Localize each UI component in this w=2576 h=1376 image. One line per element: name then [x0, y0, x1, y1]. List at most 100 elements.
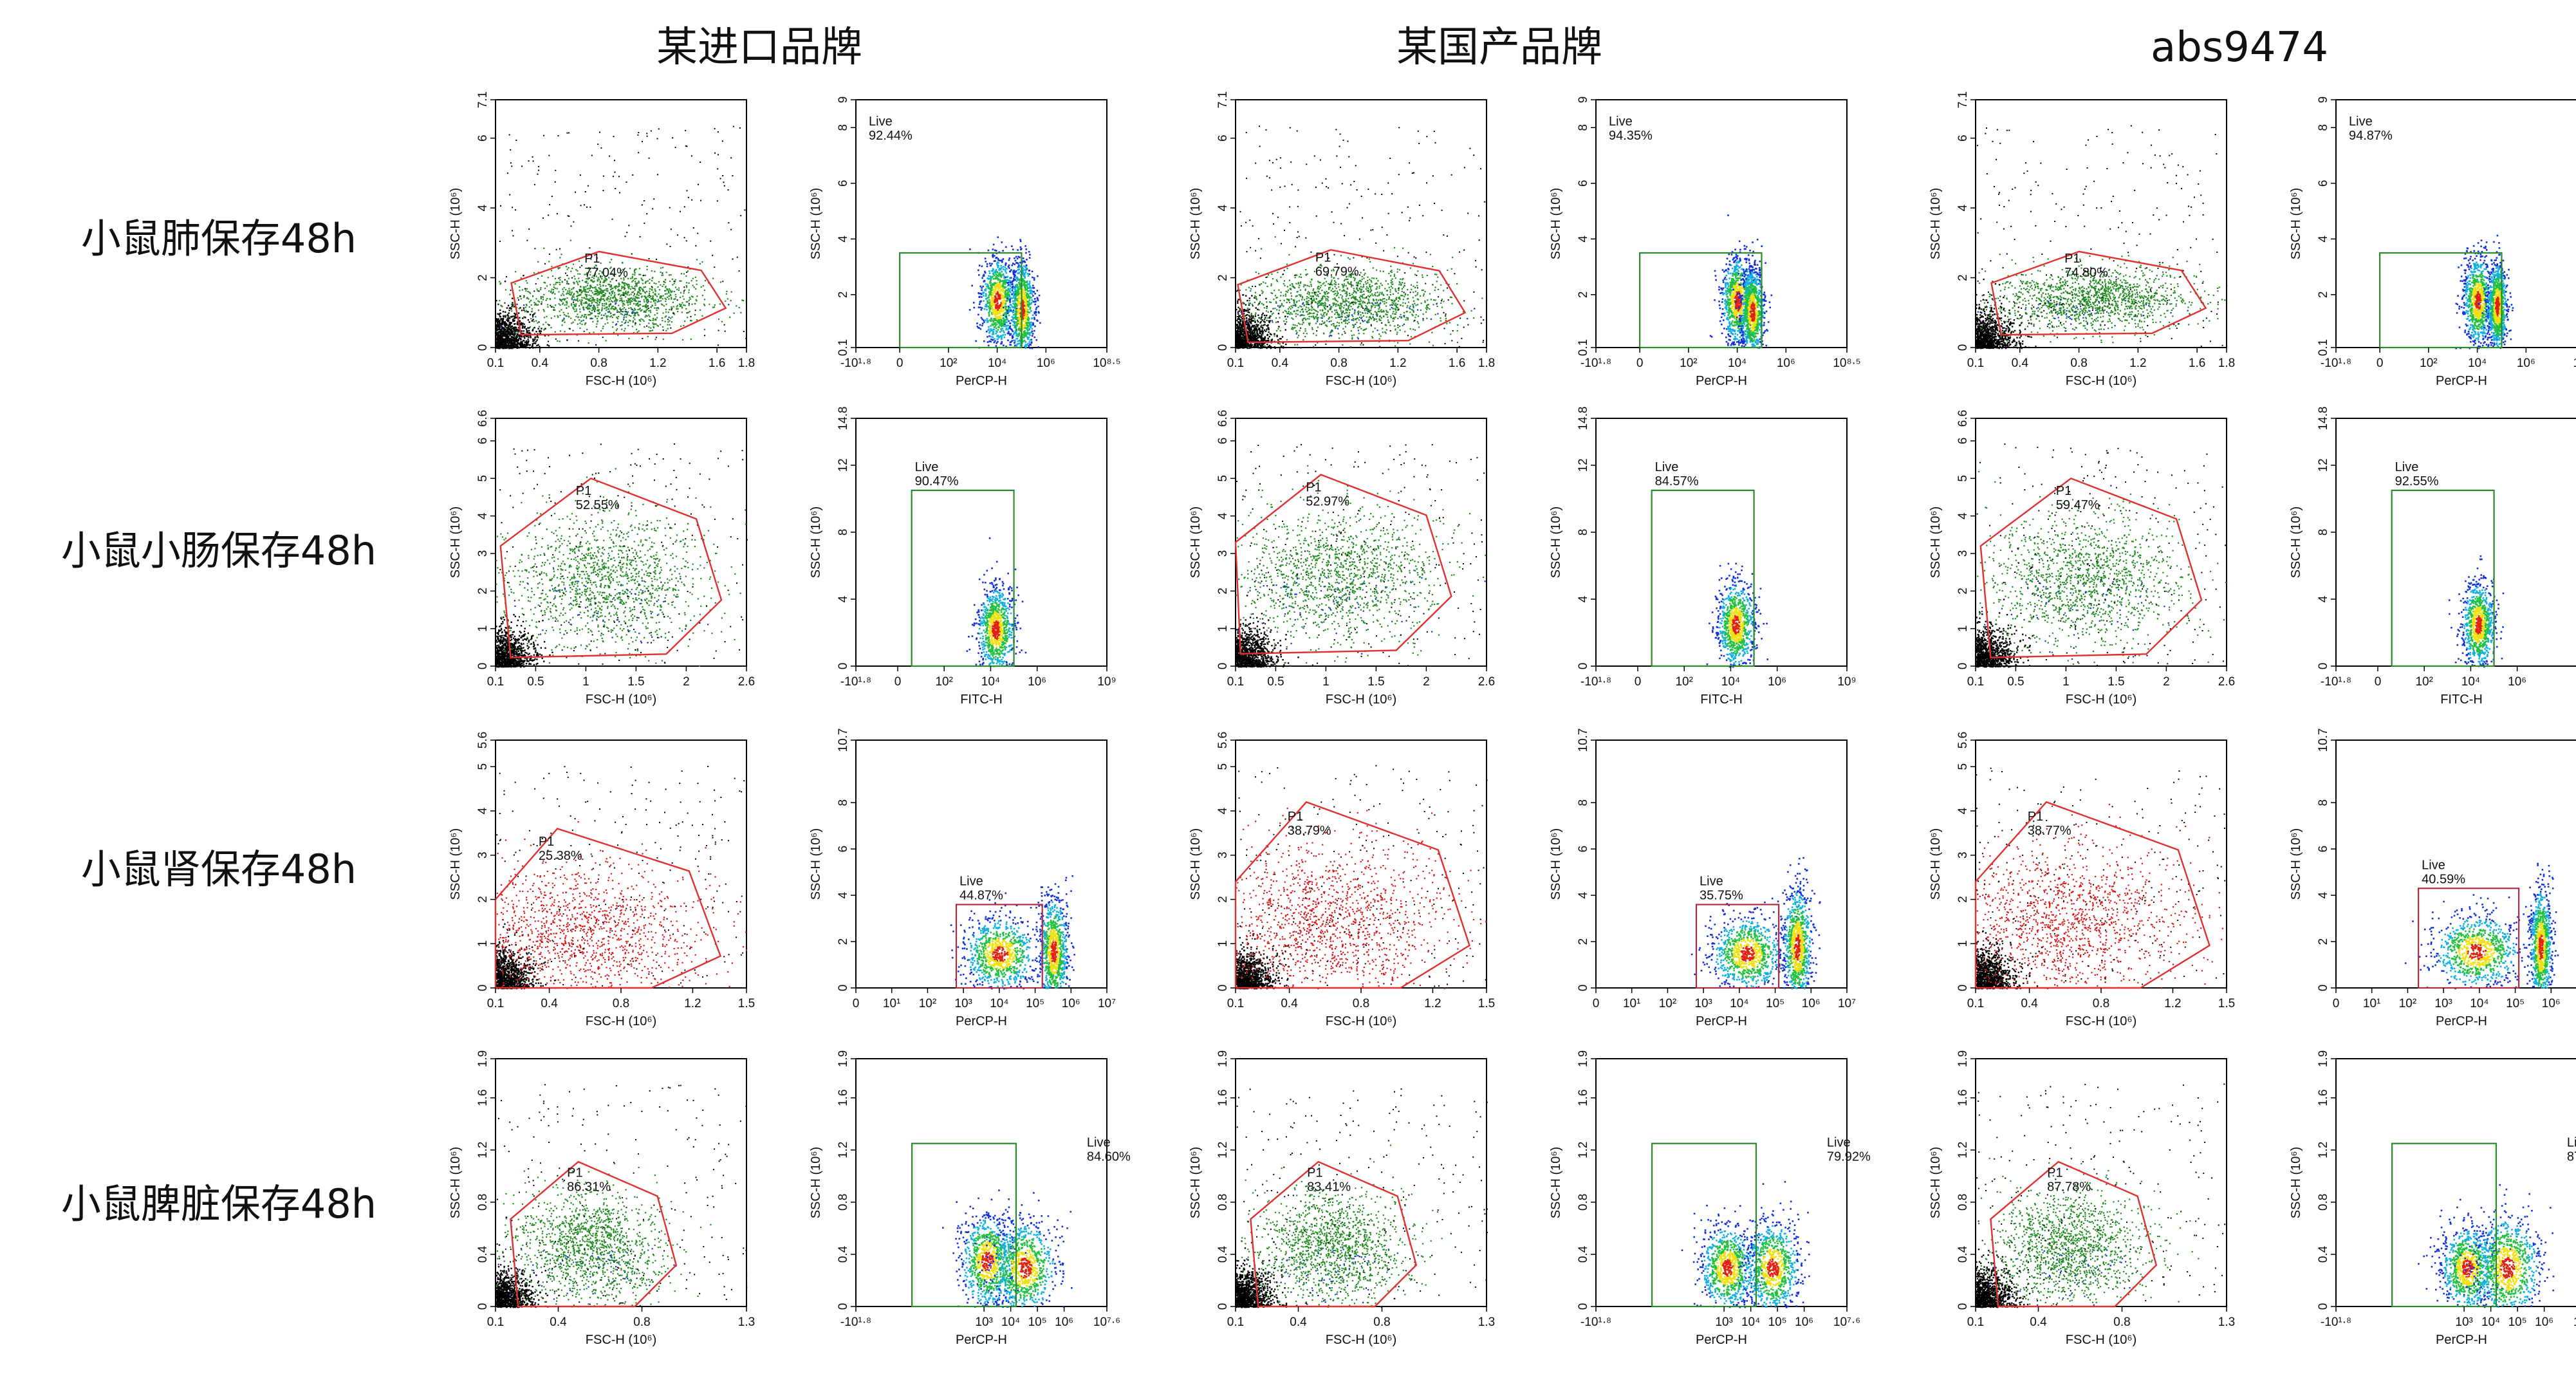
- density-point: [1010, 308, 1012, 311]
- cell-point: [639, 301, 641, 302]
- cell-point: [631, 309, 633, 311]
- cell-point: [577, 292, 579, 294]
- debris-point: [500, 337, 503, 339]
- cell-point: [664, 297, 666, 299]
- cell-point: [639, 308, 641, 310]
- debris-point: [1241, 325, 1243, 328]
- debris-point: [496, 319, 497, 321]
- cell-point: [684, 320, 686, 322]
- debris-point: [1262, 332, 1264, 335]
- debris-point: [530, 333, 532, 335]
- cell-point: [660, 297, 662, 299]
- debris-point: [534, 346, 537, 349]
- density-point: [1024, 299, 1026, 301]
- density-point: [1002, 268, 1005, 270]
- cell-point: [563, 313, 566, 316]
- density-point: [1017, 269, 1019, 271]
- density-point: [996, 300, 999, 302]
- cell-point: [615, 308, 617, 310]
- density-point: [1001, 301, 1003, 303]
- outlier-point: [538, 165, 540, 167]
- cell-point: [595, 275, 598, 277]
- cell-point: [727, 298, 728, 300]
- debris-point: [1263, 337, 1265, 340]
- density-point: [1023, 324, 1025, 326]
- cell-point: [599, 288, 601, 290]
- density-point: [988, 307, 990, 310]
- cell-point: [651, 280, 653, 282]
- y-tick-label: 6: [476, 135, 490, 142]
- density-point: [999, 259, 1001, 262]
- density-point: [978, 306, 980, 308]
- debris-point: [1238, 318, 1240, 320]
- density-point: [995, 273, 997, 275]
- debris-point: [514, 331, 515, 333]
- debris-point: [505, 344, 506, 346]
- cell-point: [633, 270, 636, 272]
- debris-point: [497, 318, 500, 320]
- density-point: [988, 313, 990, 315]
- density-point: [994, 249, 996, 252]
- cell-point: [601, 272, 604, 274]
- debris-point: [496, 344, 499, 346]
- density-point: [1021, 308, 1024, 310]
- density-point: [1002, 313, 1005, 315]
- debris-point: [1259, 337, 1261, 339]
- cell-point: [641, 309, 643, 311]
- cell-point: [680, 280, 682, 282]
- cell-point: [591, 310, 593, 311]
- cell-point: [644, 316, 646, 318]
- cell-point: [587, 299, 589, 301]
- cell-point: [657, 325, 660, 327]
- cell-point: [606, 317, 608, 319]
- outlier-point: [638, 152, 640, 154]
- density-point: [980, 300, 982, 302]
- debris-point: [523, 340, 524, 342]
- cell-point: [688, 289, 690, 291]
- density-point: [1025, 331, 1028, 334]
- density-point: [1014, 297, 1015, 299]
- density-point: [994, 340, 996, 342]
- debris-point: [1268, 328, 1270, 331]
- debris-point: [505, 316, 506, 318]
- debris-point: [516, 347, 518, 349]
- cell-point: [593, 301, 595, 302]
- debris-point: [509, 332, 512, 335]
- cell-point: [607, 308, 609, 310]
- cell-point: [625, 311, 627, 313]
- debris-point: [1269, 320, 1271, 322]
- cell-point: [523, 304, 525, 306]
- cell-point: [647, 280, 649, 282]
- debris-point: [1239, 324, 1241, 326]
- cell-point: [607, 308, 610, 310]
- density-point: [1014, 340, 1016, 343]
- density-point: [1008, 320, 1010, 322]
- debris-point: [1263, 339, 1266, 341]
- debris-point: [1279, 346, 1281, 349]
- cell-point: [609, 261, 611, 263]
- debris-point: [513, 344, 515, 346]
- cell-point: [596, 299, 598, 302]
- debris-point: [503, 344, 505, 346]
- density-point: [1032, 323, 1034, 326]
- density-point: [1004, 333, 1006, 336]
- cell-point: [700, 286, 702, 288]
- density-point: [1027, 283, 1029, 285]
- outlier-point: [517, 299, 519, 301]
- outlier-point: [671, 308, 672, 310]
- cell-point: [627, 304, 629, 306]
- density-point: [1029, 343, 1031, 346]
- cell-point: [713, 306, 716, 308]
- cell-point: [613, 295, 615, 297]
- density-point: [994, 289, 997, 292]
- cell-point: [606, 290, 607, 292]
- density-point: [1028, 302, 1030, 304]
- density-point: [1023, 340, 1024, 342]
- density-point: [1023, 272, 1026, 275]
- density-point: [1035, 308, 1037, 310]
- density-point: [1025, 327, 1027, 329]
- debris-point: [499, 342, 501, 344]
- cell-point: [638, 308, 640, 310]
- debris-point: [514, 306, 515, 308]
